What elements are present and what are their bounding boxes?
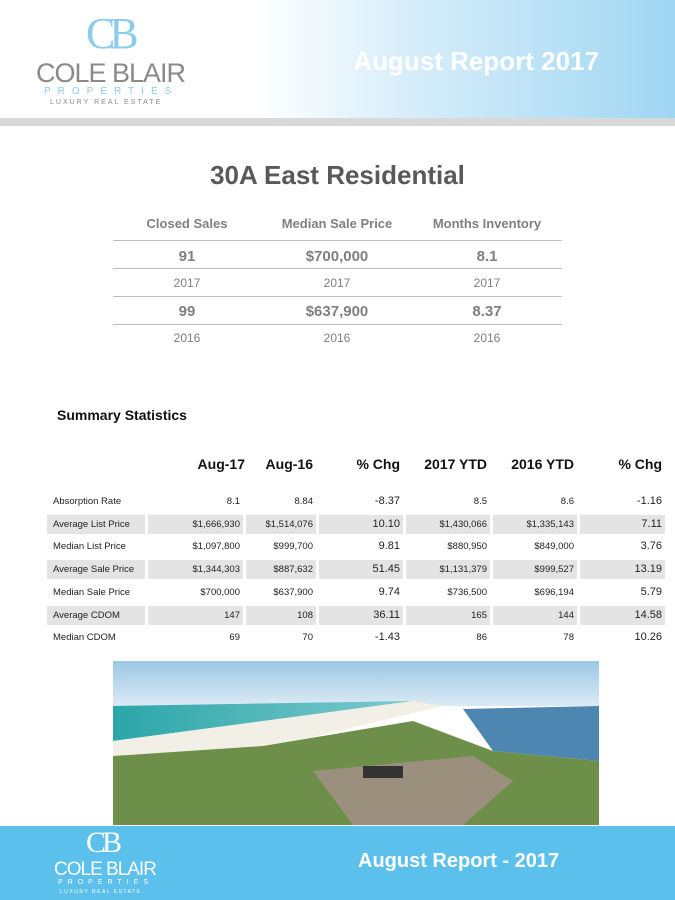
overview-value: 99 bbox=[178, 303, 196, 320]
row-cell: 13.19 bbox=[580, 560, 665, 580]
overview-year: 2016 bbox=[323, 331, 351, 345]
row-cell: 10.10 bbox=[319, 514, 403, 534]
row-cell: 8.6 bbox=[560, 496, 574, 507]
row-cell: $887,632 bbox=[246, 560, 316, 580]
row-cell: 70 bbox=[302, 632, 313, 644]
summary-header: Aug-17 bbox=[197, 456, 245, 472]
overview-value: $637,900 bbox=[305, 303, 369, 320]
overview-rule bbox=[113, 324, 562, 325]
logo-monogram: CB bbox=[86, 9, 139, 58]
overview-value: 8.1 bbox=[476, 248, 498, 265]
row-label: Average Sale Price bbox=[47, 560, 145, 580]
row-label: Median List Price bbox=[53, 541, 126, 553]
overview-rule bbox=[113, 296, 562, 297]
row-cell: 144 bbox=[493, 605, 577, 625]
footer-logo-name: COLE BLAIR bbox=[54, 859, 157, 880]
row-cell: 5.79 bbox=[640, 585, 662, 598]
summary-header: Aug-16 bbox=[265, 456, 313, 472]
overview-value: $700,000 bbox=[305, 248, 369, 265]
summary-header: % Chg bbox=[356, 456, 400, 472]
row-label: Median CDOM bbox=[53, 632, 116, 644]
photo bbox=[113, 661, 599, 825]
row-cell: -8.37 bbox=[374, 495, 400, 507]
footer-logo-sub: PROPERTIES bbox=[58, 879, 153, 886]
row-cell: 108 bbox=[246, 605, 316, 625]
overview-value: 91 bbox=[178, 248, 196, 265]
row-cell: $999,700 bbox=[273, 541, 313, 553]
overview-header: Months Inventory bbox=[432, 216, 542, 231]
overview-year: 2017 bbox=[323, 276, 351, 290]
row-cell: $849,000 bbox=[534, 541, 574, 553]
row-cell: $736,500 bbox=[447, 586, 487, 598]
summary-header: 2017 YTD bbox=[424, 456, 487, 472]
row-cell: $1,666,930 bbox=[148, 514, 243, 534]
footer-logo-tagline: LUXURY REAL ESTATE bbox=[60, 889, 142, 895]
overview-header: Closed Sales bbox=[146, 216, 228, 231]
overview-rule bbox=[113, 240, 562, 241]
logo-tagline: LUXURY REAL ESTATE bbox=[50, 99, 163, 106]
row-label: Absorption Rate bbox=[53, 496, 122, 507]
footer-title: August Report - 2017 bbox=[358, 850, 560, 872]
row-cell: 8.84 bbox=[294, 496, 314, 507]
row-cell: $1,335,143 bbox=[493, 514, 577, 534]
overview-year: 2016 bbox=[173, 331, 201, 345]
logo-sub: PROPERTIES bbox=[44, 86, 179, 97]
row-cell: 165 bbox=[406, 605, 490, 625]
header-band bbox=[0, 0, 675, 118]
row-cell: -1.16 bbox=[636, 495, 662, 507]
summary-title: Summary Statistics bbox=[57, 407, 187, 423]
overview-value: 8.37 bbox=[472, 303, 502, 320]
row-cell: 3.76 bbox=[640, 540, 662, 553]
row-cell: $1,430,066 bbox=[406, 514, 490, 534]
footer-monogram: CB bbox=[86, 826, 122, 859]
row-cell: 36.11 bbox=[319, 605, 403, 625]
row-cell: $1,131,379 bbox=[406, 560, 490, 580]
row-cell: 10.26 bbox=[634, 631, 662, 644]
row-label: Average CDOM bbox=[47, 605, 145, 625]
row-cell: $637,900 bbox=[273, 586, 313, 598]
row-label: Average List Price bbox=[47, 514, 145, 534]
row-cell: 9.81 bbox=[378, 540, 400, 553]
row-cell: 51.45 bbox=[319, 560, 403, 580]
row-label: Median Sale Price bbox=[53, 586, 131, 598]
row-cell: 7.11 bbox=[580, 514, 665, 534]
overview-year: 2017 bbox=[473, 276, 501, 290]
row-cell: 8.5 bbox=[473, 496, 487, 507]
row-cell: 9.74 bbox=[378, 585, 400, 598]
row-cell: $880,950 bbox=[447, 541, 487, 553]
overview-year: 2016 bbox=[473, 331, 501, 345]
row-cell: $696,194 bbox=[534, 586, 574, 598]
overview-year: 2017 bbox=[173, 276, 201, 290]
summary-header: % Chg bbox=[618, 456, 662, 472]
header-title: August Report 2017 bbox=[353, 46, 599, 76]
footer-band bbox=[0, 826, 675, 900]
row-cell: 147 bbox=[148, 605, 243, 625]
row-cell: $700,000 bbox=[200, 586, 240, 598]
row-cell: $999,527 bbox=[493, 560, 577, 580]
summary-header: 2016 YTD bbox=[511, 456, 574, 472]
header-rule bbox=[0, 118, 675, 126]
row-cell: 69 bbox=[229, 632, 240, 644]
row-cell: 78 bbox=[563, 632, 574, 644]
row-cell: 8.1 bbox=[226, 496, 240, 507]
row-cell: 14.58 bbox=[580, 605, 665, 625]
row-cell: $1,514,076 bbox=[246, 514, 316, 534]
row-cell: -1.43 bbox=[374, 631, 400, 644]
overview-header: Median Sale Price bbox=[281, 216, 393, 231]
main-title: 30A East Residential bbox=[210, 160, 465, 190]
logo-name: COLE BLAIR bbox=[36, 58, 186, 88]
row-cell: $1,344,303 bbox=[148, 560, 243, 580]
overview-rule bbox=[113, 268, 562, 269]
row-cell: $1,097,800 bbox=[192, 541, 240, 553]
row-cell: 86 bbox=[476, 632, 487, 644]
